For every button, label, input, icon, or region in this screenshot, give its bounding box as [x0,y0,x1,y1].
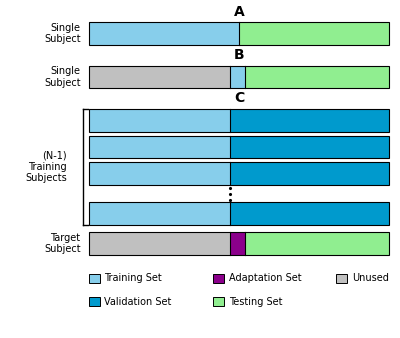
Bar [88,22,239,45]
Bar [88,109,390,131]
Bar [88,22,390,45]
Text: Target
Subject: Target Subject [44,233,80,255]
Bar [230,232,245,255]
Bar [88,202,390,225]
Text: Testing Set: Testing Set [229,297,282,307]
Text: Training Set: Training Set [104,273,162,283]
Bar [245,232,390,255]
Text: C: C [234,91,244,105]
Bar [230,109,390,131]
Text: (N-1)
Training
Subjects: (N-1) Training Subjects [25,150,67,184]
Bar [239,22,390,45]
Bar [88,273,100,283]
Bar [88,202,230,225]
Bar [230,136,390,158]
Bar [88,162,230,185]
Bar [88,136,390,158]
Text: Single
Subject: Single Subject [44,23,80,44]
Bar [230,162,390,185]
Bar [88,66,390,88]
Text: Validation Set: Validation Set [104,297,172,307]
Bar [88,162,390,185]
Bar [230,66,245,88]
Text: B: B [234,48,244,62]
Bar [88,297,100,306]
Text: A: A [234,5,244,19]
Bar [336,273,347,283]
Bar [88,232,230,255]
Bar [88,109,230,131]
Bar [245,66,390,88]
Bar [230,202,390,225]
Bar [213,297,224,306]
Bar [88,136,230,158]
Bar [88,66,230,88]
Text: Adaptation Set: Adaptation Set [229,273,302,283]
Text: Single
Subject: Single Subject [44,66,80,88]
Text: Unused: Unused [352,273,389,283]
Bar [213,273,224,283]
Bar [88,232,390,255]
